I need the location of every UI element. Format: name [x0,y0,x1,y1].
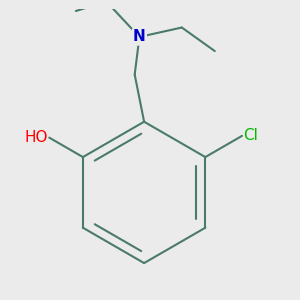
Text: Cl: Cl [243,128,258,143]
Text: N: N [133,29,146,44]
Text: HO: HO [25,130,48,145]
